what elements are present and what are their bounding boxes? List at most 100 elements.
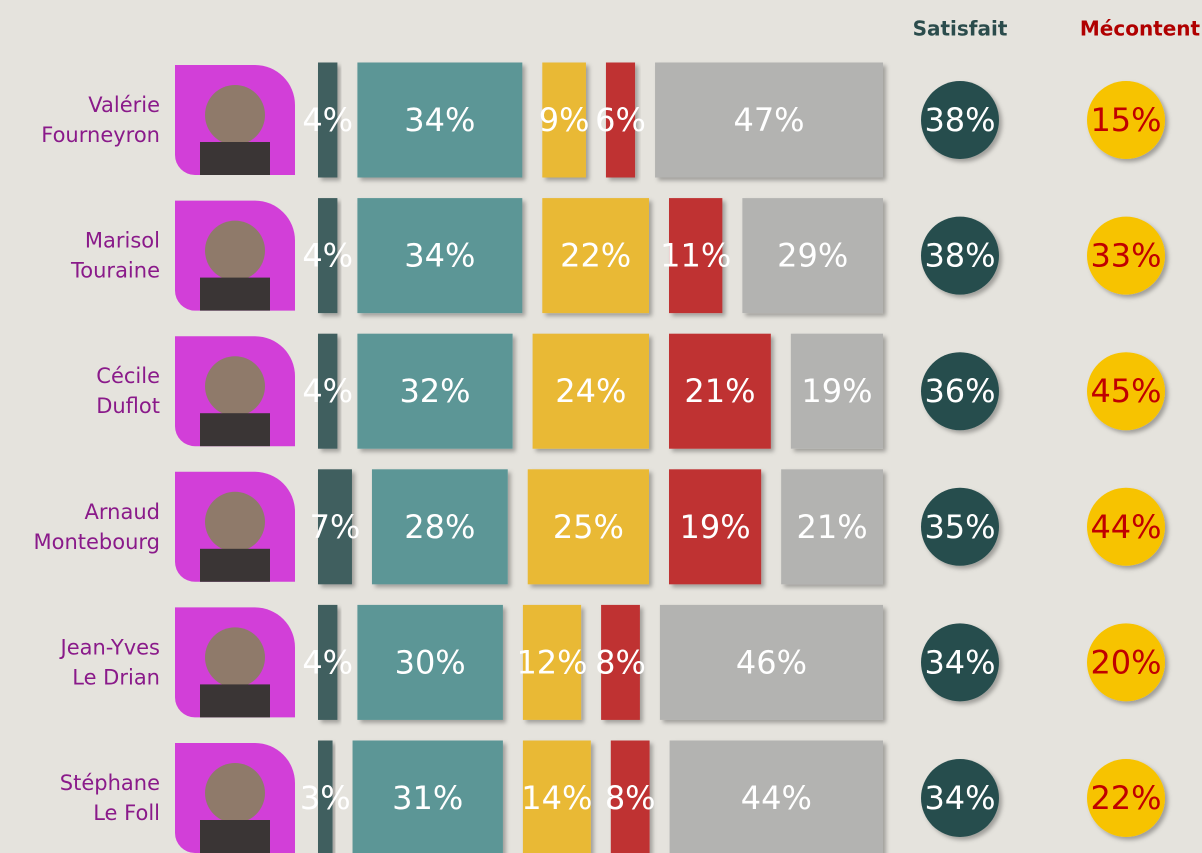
photo-body [200,820,270,853]
bar-segment [669,198,723,314]
photo-body [200,684,270,718]
satisfait-circle [921,81,999,159]
bar-segment [352,740,503,853]
value-label: 7% [310,508,361,546]
value-label: 31% [392,779,463,817]
value-label: 29% [777,237,848,275]
value-label: 3% [300,779,351,817]
satisfait-header: Satisfait [913,17,1008,41]
person-name: Fourneyron [41,123,160,147]
value-label: 28% [404,508,475,546]
mecontent-label: 20% [1090,643,1161,681]
value-label: 9% [539,101,590,139]
satisfait-label: 38% [924,237,995,275]
bar-segment [522,604,582,720]
bar-segment [318,469,352,585]
value-label: 47% [733,101,804,139]
value-label: 8% [595,643,646,681]
photo-body [200,142,270,175]
bar-segment [318,62,338,178]
photo-body [200,413,270,447]
value-label: 34% [404,101,475,139]
satisfait-circle [921,623,999,702]
photo-face [205,85,265,145]
satisfait-label: 35% [924,508,995,546]
satisfait-circle [921,216,999,295]
bar-segment [532,333,649,449]
bar-segment [318,333,338,449]
photo-face [205,627,265,688]
person-name: Stéphane [60,771,160,795]
mecontent-header: Mécontent [1080,17,1201,41]
person-name: Arnaud [85,500,160,524]
value-label: 21% [797,508,868,546]
mecontent-circle [1087,216,1165,295]
bar-segment [527,469,649,585]
satisfait-label: 34% [924,643,995,681]
photo-face [205,356,265,417]
bar-segment [601,604,640,720]
bar-segment [790,333,883,449]
person-name: Cécile [96,364,160,388]
value-label: 11% [660,237,731,275]
person-name: Montebourg [33,530,160,554]
value-label: 19% [801,372,872,410]
value-label: 46% [736,643,807,681]
satisfait-label: 34% [924,779,995,817]
value-label: 24% [555,372,626,410]
photo-face [205,763,265,823]
person-name: Marisol [85,229,160,253]
value-label: 44% [741,779,812,817]
person-name: Le Foll [93,801,160,825]
bar-segment [542,198,649,314]
value-label: 30% [395,643,466,681]
bar-segment [655,62,883,178]
mecontent-circle [1087,352,1165,431]
mecontent-circle [1087,759,1165,837]
satisfait-label: 36% [924,372,995,410]
mecontent-circle [1087,487,1165,566]
bar-segment [357,604,503,720]
value-label: 25% [553,508,624,546]
bar-segment [318,740,333,853]
satisfait-circle [921,352,999,431]
person-name: Jean-Yves [59,635,161,659]
photo-face [205,491,265,552]
mecontent-circle [1087,623,1165,702]
photo-face [205,220,265,281]
value-label: 19% [680,508,751,546]
bar-segment [318,604,338,720]
satisfait-circle [921,759,999,837]
mecontent-label: 44% [1090,508,1161,546]
mecontent-label: 33% [1090,237,1161,275]
person-name: Le Drian [72,665,160,689]
bar-segment [371,469,508,585]
bar-segment [357,198,523,314]
satisfait-circle [921,487,999,566]
value-label: 8% [605,779,656,817]
bar-segment [669,333,771,449]
value-label: 6% [595,101,646,139]
bar-segment [669,740,883,853]
value-label: 4% [302,372,353,410]
photo-body [200,548,270,582]
bar-segment [357,333,513,449]
bar-segment [659,604,883,720]
mecontent-label: 45% [1090,372,1161,410]
satisfait-label: 38% [924,101,995,139]
bar-segment [610,740,650,853]
value-label: 14% [521,779,592,817]
person-name: Touraine [70,259,160,283]
bar-segment [742,198,883,314]
mecontent-label: 15% [1090,101,1161,139]
value-label: 4% [302,101,353,139]
value-label: 12% [516,643,587,681]
value-label: 34% [404,237,475,275]
bar-segment [542,62,586,178]
value-label: 4% [302,643,353,681]
value-label: 4% [302,237,353,275]
bar-segment [357,62,523,178]
mecontent-circle [1087,81,1165,159]
bar-segment [318,198,338,314]
